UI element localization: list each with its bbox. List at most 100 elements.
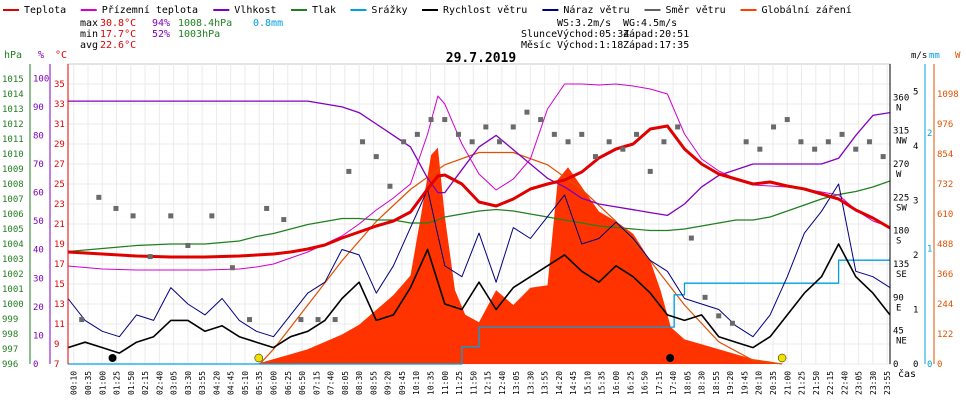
dir-tick-label: 90 — [893, 293, 904, 303]
x-tick-label: 07:15 — [312, 371, 321, 395]
wind-dir-point — [592, 154, 598, 160]
x-tick-label: 00:35 — [84, 371, 93, 395]
x-tick-label: 07:40 — [327, 371, 336, 395]
legend-label: Vlhkost — [234, 5, 276, 16]
legend-label: Tlak — [312, 5, 336, 16]
wind-dir-point — [579, 131, 585, 137]
wind-tick-label: 5 — [913, 87, 918, 97]
stat-max-press: 1008.4hPa — [178, 18, 232, 29]
stat-min-label: min — [80, 29, 98, 40]
x-tick-label: 03:05 — [170, 371, 179, 395]
x-tick-label: 05:35 — [255, 371, 264, 395]
wind-tick-label: 3 — [913, 196, 918, 206]
rain-tick-label: 2 — [927, 129, 932, 139]
temperature-line — [67, 124, 891, 259]
x-tick-label: 20:10 — [755, 371, 764, 395]
press-tick-label: 1002 — [2, 270, 24, 280]
wind-dir-point — [784, 117, 790, 123]
rad-tick-label: 1098 — [937, 90, 959, 100]
x-tick-label: 09:45 — [398, 371, 407, 395]
moon-marker — [108, 354, 117, 362]
x-tick-label: 23:30 — [869, 371, 878, 395]
rad-unit-label: W — [955, 51, 961, 61]
x-tick-label: 17:15 — [655, 371, 664, 395]
stat-min-temp: 17.7°C — [100, 29, 136, 40]
wind-tick-label: 4 — [913, 142, 918, 152]
press-tick-label: 999 — [2, 315, 18, 325]
press-tick-label: 1000 — [2, 300, 24, 310]
wind-dir-point — [168, 213, 174, 219]
wind-dir-point — [455, 131, 461, 137]
x-tick-label: 14:20 — [555, 371, 564, 395]
press-tick-label: 1008 — [2, 180, 24, 190]
press-tick-label: 1014 — [2, 90, 24, 100]
wind-dir-point — [298, 317, 304, 323]
wind-dir-point — [524, 109, 530, 115]
x-tick-label: 22:40 — [840, 371, 849, 395]
dir-tick-label: 0 — [893, 360, 898, 370]
hum-tick-label: 90 — [33, 103, 44, 113]
dir-tick-label: 225 — [893, 193, 909, 203]
stat-max-label: max — [80, 18, 98, 29]
wind-dir-point — [839, 131, 845, 137]
press-unit-label: hPa — [4, 50, 22, 61]
wind-tick-label: 0 — [913, 360, 918, 370]
x-tick-label: 16:25 — [626, 371, 635, 395]
legend-label: Náraz větru — [563, 4, 629, 16]
x-tick-label: 23:05 — [855, 371, 864, 395]
rad-tick-label: 0 — [937, 360, 942, 370]
press-tick-label: 1005 — [2, 225, 24, 235]
x-tick-label: 10:35 — [426, 371, 435, 395]
x-tick-label: 08:55 — [369, 371, 378, 395]
x-tick-label: 12:15 — [484, 371, 493, 395]
wind-dir-point — [825, 139, 831, 145]
legend-label: Přízemní teplota — [102, 4, 198, 16]
temp-tick-label: 17 — [54, 260, 65, 270]
moonrise-time: Východ:1:18 — [557, 39, 623, 51]
stat-avg-label: avg — [80, 40, 98, 51]
x-tick-label: 13:05 — [512, 371, 521, 395]
wind-dir-point — [428, 117, 434, 123]
dir-tick-label: 45 — [893, 327, 904, 337]
hum-tick-label: 40 — [33, 246, 44, 256]
temp-tick-label: 31 — [54, 120, 65, 130]
x-tick-label: 16:50 — [641, 371, 650, 395]
x-tick-label: 16:00 — [612, 371, 621, 395]
stat-max-temp: 30.8°C — [100, 18, 136, 29]
stat-min-hum: 52% — [152, 29, 170, 40]
x-tick-label: 04:20 — [212, 371, 221, 395]
legend-label: Globální záření — [762, 4, 852, 16]
moon-marker — [666, 354, 675, 362]
x-tick-label: 18:55 — [712, 371, 721, 395]
wind-dir-point — [373, 154, 379, 160]
sun-marker — [777, 353, 787, 363]
temp-tick-label: 33 — [54, 100, 65, 110]
press-tick-label: 1010 — [2, 150, 24, 160]
dir-tick-label: 315 — [893, 127, 909, 137]
temp-tick-label: 21 — [54, 220, 65, 230]
pressure-line — [67, 180, 891, 253]
press-tick-label: 1007 — [2, 195, 24, 205]
hum-tick-label: 0 — [33, 360, 38, 370]
wind-dir-point — [264, 205, 270, 211]
wind-dir-point — [229, 265, 235, 271]
temp-tick-label: 9 — [54, 340, 59, 350]
x-tick-label: 12:40 — [498, 371, 507, 395]
wind-dir-point — [634, 131, 640, 137]
temp-tick-label: 27 — [54, 160, 65, 170]
x-tick-label: 18:05 — [683, 371, 692, 395]
x-tick-label: 01:50 — [127, 371, 136, 395]
wind-dir-point — [675, 124, 681, 130]
x-tick-label: 19:20 — [726, 371, 735, 395]
dir-compass-label: SE — [896, 270, 907, 280]
temp-tick-label: 29 — [54, 140, 65, 150]
press-tick-label: 1015 — [2, 75, 24, 85]
dir-tick-label: 180 — [893, 227, 909, 237]
dir-tick-label: 135 — [893, 260, 909, 270]
wind-dir-point — [247, 317, 253, 323]
wind-dir-point — [315, 317, 321, 323]
temp-unit-label: °C — [55, 50, 67, 61]
x-tick-label: 11:50 — [469, 371, 478, 395]
wind-gust-avg: WG:4.5m/s — [623, 18, 677, 29]
